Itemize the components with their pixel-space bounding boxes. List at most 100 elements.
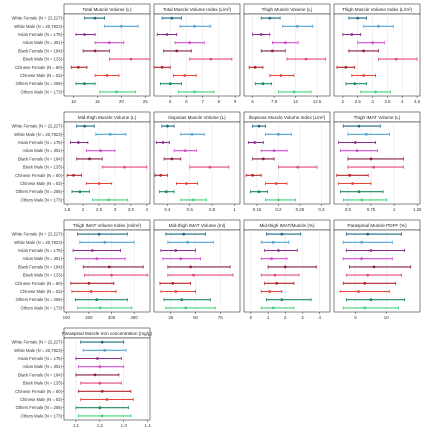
median-point [261, 82, 265, 86]
x-tick-label: 12.5 [313, 99, 322, 104]
median-point [277, 249, 280, 252]
group-label: Black Female (N = 184) [18, 156, 63, 161]
median-point [369, 157, 373, 161]
median-point [105, 398, 109, 401]
group-label: Others Female (N = 266) [16, 297, 63, 302]
group-label: Others Female (N = 266) [16, 189, 63, 194]
x-tick-label: 4 [401, 99, 404, 104]
median-point [160, 65, 164, 69]
median-point [107, 265, 111, 269]
x-tick-label: 1 [267, 315, 270, 320]
median-point [270, 257, 273, 261]
median-point [374, 90, 377, 94]
median-point [372, 165, 376, 169]
median-point [360, 240, 364, 244]
median-point [164, 190, 168, 194]
group-label: Asian Female (N = 175) [18, 32, 63, 37]
median-point [280, 232, 284, 236]
median-point [183, 74, 187, 77]
median-point [107, 198, 110, 202]
group-label: Chinese Male (N = 53) [20, 181, 63, 186]
x-tick-label: 0 [250, 315, 253, 320]
median-point [371, 41, 374, 45]
median-point [273, 273, 277, 277]
x-tick-label: 1 [233, 207, 236, 212]
group-label: Chinese Female (N = 80) [15, 281, 63, 286]
x-tick-label: 5 [354, 315, 357, 320]
plot-frame [63, 13, 151, 97]
panel-13: Paraspinal Muscle Iron concentration (mg… [12, 327, 153, 428]
x-tick-label: 6 [185, 99, 188, 104]
panel-2: Total Muscle Volume Index (L/m²) 5 6 7 8 9 [153, 3, 241, 104]
group-label: Chinese Female (N = 80) [15, 65, 63, 70]
median-point [279, 74, 283, 77]
x-tick-label: 7 [201, 99, 204, 104]
median-point [363, 306, 367, 310]
panel-8: Thigh IMAT Volume (L) 0.5 0.75 1 1.25 [333, 111, 422, 212]
panel-title: Mid-thigh Muscle Volume (L) [78, 115, 137, 120]
median-point [184, 306, 188, 310]
median-point [277, 198, 280, 202]
median-point [72, 173, 75, 177]
x-tick-label: 4 [146, 207, 149, 212]
group-label: Black Male (N = 133) [23, 57, 63, 62]
x-tick-label: 400 [130, 315, 138, 320]
median-point [88, 157, 91, 161]
plot-frame [153, 121, 241, 205]
median-point [174, 249, 178, 252]
median-point [123, 165, 126, 169]
median-point [377, 24, 380, 28]
group-label: Asian Male (N = 301) [23, 256, 63, 261]
median-point [93, 16, 97, 20]
median-point [190, 132, 194, 136]
x-tick-label: 1.3 [121, 423, 128, 428]
median-point [89, 290, 93, 293]
median-point [175, 49, 179, 53]
group-label: Black Male (N = 133) [23, 165, 63, 170]
x-tick-label: 10 [293, 99, 298, 104]
median-point [93, 49, 97, 53]
group-label: Asian Female (N = 175) [18, 248, 63, 253]
group-label: White Female (N = 22,227) [12, 340, 63, 345]
median-point [283, 265, 287, 269]
median-point [168, 82, 172, 86]
group-label: Chinese Female (N = 80) [15, 173, 63, 178]
median-point [105, 74, 109, 77]
panel-title: Thigh Muscle Volume (L) [262, 7, 313, 12]
plot-frame [63, 229, 151, 313]
group-label: White Female (N = 22,227) [12, 232, 63, 237]
panel-3: Thigh Muscle Volume (L) 5 7.5 10 12.5 [243, 3, 331, 104]
median-point [257, 124, 261, 128]
group-label: Chinese Male (N = 53) [20, 73, 63, 78]
median-point [193, 90, 196, 94]
median-point [87, 281, 91, 285]
median-point [170, 16, 174, 20]
median-point [360, 198, 364, 202]
x-tick-label: 10 [71, 99, 76, 104]
median-point [394, 57, 398, 61]
x-tick-label: 2.5 [355, 99, 362, 104]
median-point [171, 281, 175, 285]
median-point [98, 406, 102, 410]
x-tick-label: 0.15 [253, 207, 262, 212]
x-tick-label: 9 [234, 99, 237, 104]
panel-11: Mid-thigh IMAT/Muscle (%) 0 1 2 3 4 [243, 219, 331, 320]
group-label: Black Female (N = 184) [18, 372, 63, 377]
panel-12: Paraspinal Muscle PDFF (%) 5 10 [333, 219, 421, 320]
group-label: Asian Male (N = 301) [23, 40, 63, 45]
panel-title: Thigh Muscle Volume Index (L/m²) [342, 7, 412, 12]
median-point [259, 33, 263, 36]
median-point [193, 24, 196, 28]
median-point [360, 257, 364, 261]
x-tick-label: 1.4 [145, 423, 152, 428]
x-tick-label: 2 [284, 315, 287, 320]
median-point [97, 232, 101, 236]
median-point [209, 57, 213, 61]
median-point [272, 149, 276, 153]
panel-5: Mid-thigh Muscle Volume (L) 1.5 2 2.5 3 3.5 4 W… [12, 111, 151, 212]
panel-title: Total Muscle Volume Index (L/m²) [163, 7, 232, 12]
x-tick-label: 0.3 [318, 207, 325, 212]
x-tick-label: 1.5 [64, 207, 71, 212]
median-point [107, 41, 111, 45]
